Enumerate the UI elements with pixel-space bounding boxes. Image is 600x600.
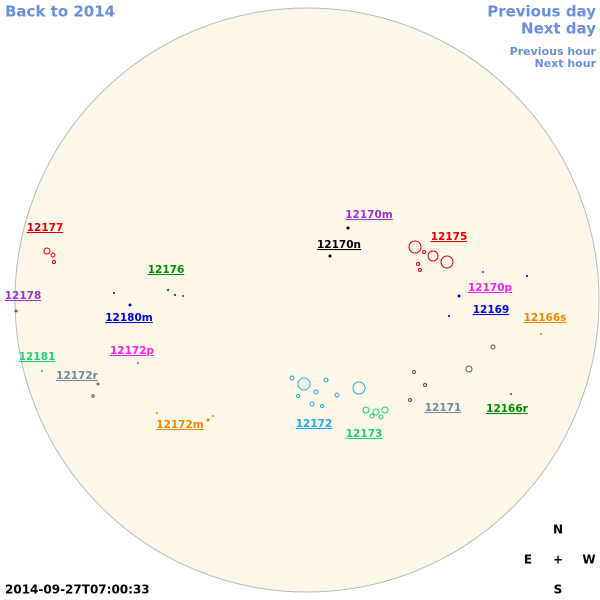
region-label[interactable]: 12181	[19, 351, 56, 363]
compass-south: S	[554, 583, 563, 597]
nav-next-day[interactable]: Next day	[521, 20, 596, 38]
region-label[interactable]: 12172	[296, 418, 333, 430]
region-label[interactable]: 12170m	[345, 209, 393, 221]
solar-disk	[14, 7, 600, 593]
region-label[interactable]: 12172m	[156, 419, 204, 431]
region-label[interactable]: 12173	[346, 428, 383, 440]
compass-center: +	[553, 553, 563, 567]
sunspots	[14, 226, 542, 422]
nav-next-hour[interactable]: Next hour	[535, 57, 597, 70]
nav-previous-hour[interactable]: Previous hour	[510, 45, 597, 58]
sunspot-group	[362, 406, 389, 420]
region-label[interactable]: 12169	[473, 304, 510, 316]
region-label[interactable]: 12166r	[486, 403, 529, 415]
region-label[interactable]: 12180m	[105, 312, 153, 324]
compass-north: N	[553, 523, 563, 537]
region-label[interactable]: 12176	[148, 264, 185, 276]
region-label[interactable]: 12175	[431, 231, 468, 243]
compass-west: W	[582, 553, 595, 567]
region-label[interactable]: 12171	[425, 402, 462, 414]
region-label[interactable]: 12178	[5, 290, 42, 302]
nav-back[interactable]: Back to 2014	[5, 3, 115, 21]
region-label[interactable]: 12170n	[317, 239, 361, 251]
sunspot-dots	[14, 226, 542, 422]
compass-east: E	[524, 553, 532, 567]
region-label[interactable]: 12170p	[468, 282, 513, 294]
sunspot-group	[43, 240, 454, 272]
region-label[interactable]: 12177	[27, 222, 64, 234]
nav-previous-day[interactable]: Previous day	[487, 3, 596, 21]
region-label[interactable]: 12166s	[524, 312, 567, 324]
region-label[interactable]: 12172r	[56, 370, 99, 382]
sunspot-group	[91, 344, 496, 402]
sunspot-group	[289, 375, 366, 408]
region-label[interactable]: 12172p	[110, 345, 155, 357]
timestamp: 2014-09-27T07:00:33	[5, 583, 150, 597]
